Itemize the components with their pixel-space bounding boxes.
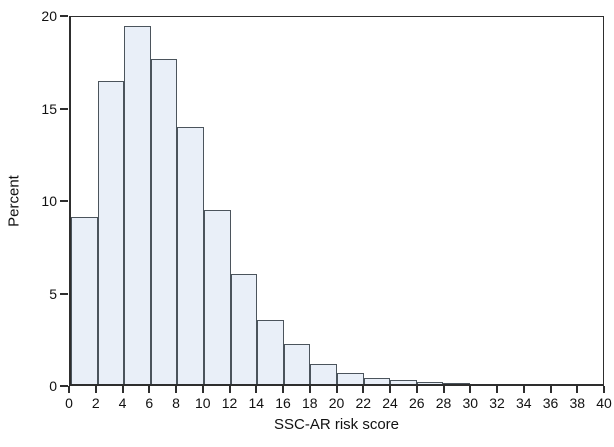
- x-tick-label: 32: [489, 395, 505, 411]
- y-tick-label: 10: [41, 193, 57, 209]
- y-axis-tick: [60, 107, 68, 110]
- plot-area: [69, 16, 604, 386]
- x-axis-tick: [282, 386, 284, 393]
- y-axis-tick: [60, 15, 68, 17]
- x-axis-tick: [148, 386, 151, 393]
- x-tick-label: 30: [462, 395, 479, 411]
- x-tick-label: 36: [542, 395, 559, 411]
- y-tick-label: 15: [41, 100, 57, 117]
- y-axis-tick: [60, 385, 68, 387]
- x-axis-tick: [415, 386, 418, 393]
- x-tick-label: 16: [275, 395, 291, 411]
- x-tick-label: 8: [172, 395, 180, 411]
- x-tick-label: 24: [382, 395, 398, 411]
- x-tick-label: 12: [221, 395, 238, 411]
- x-axis-tick: [389, 386, 391, 393]
- y-axis-tick: [60, 200, 68, 202]
- x-tick-label: 6: [145, 395, 154, 411]
- x-axis-tick: [175, 386, 177, 393]
- x-axis-tick: [94, 386, 97, 393]
- x-tick-label: 4: [118, 395, 127, 411]
- x-tick-label: 10: [194, 395, 211, 411]
- histogram-bar: [150, 59, 178, 384]
- histogram-bar: [363, 377, 391, 384]
- x-tick-label: 0: [65, 395, 73, 411]
- x-axis-tick: [308, 386, 311, 393]
- histogram-bar: [177, 127, 204, 384]
- histogram-bar: [337, 373, 364, 384]
- histogram-bar: [257, 319, 284, 384]
- histogram-bar: [71, 217, 98, 384]
- x-tick-label: 14: [248, 395, 265, 411]
- x-axis-tick: [603, 386, 605, 393]
- x-axis-tick: [335, 386, 338, 393]
- x-axis-tick: [201, 386, 204, 393]
- histogram-bar: [443, 383, 470, 384]
- x-axis-tick: [362, 386, 365, 393]
- y-axis-title: Percent: [5, 175, 23, 227]
- histogram-bar: [390, 380, 417, 384]
- histogram-bar: [97, 81, 125, 384]
- x-tick-label: 40: [596, 395, 612, 411]
- x-tick-label: 38: [569, 395, 586, 411]
- x-axis-tick: [228, 386, 231, 393]
- x-axis-tick: [442, 386, 445, 393]
- y-axis-tick: [60, 292, 68, 295]
- x-tick-label: 22: [355, 395, 372, 411]
- x-axis-tick: [496, 386, 498, 393]
- x-tick-label: 20: [328, 395, 345, 411]
- histogram-bar: [124, 26, 151, 384]
- x-axis-tick: [576, 386, 579, 393]
- x-axis-tick: [255, 386, 258, 393]
- histogram-bar: [310, 363, 337, 384]
- x-axis-tick: [68, 386, 70, 393]
- x-axis-tick: [469, 386, 472, 393]
- histogram-bar: [416, 382, 444, 384]
- x-tick-label: 2: [91, 395, 100, 411]
- histogram-bar: [230, 273, 258, 384]
- x-axis-tick: [549, 386, 552, 393]
- y-tick-label: 20: [41, 8, 57, 24]
- x-axis-tick: [121, 386, 124, 393]
- x-axis-title: SSC-AR risk score: [273, 416, 400, 433]
- y-tick-label: 0: [49, 378, 57, 394]
- x-axis-tick: [522, 386, 525, 393]
- x-tick-label: 18: [301, 395, 318, 411]
- histogram-bar: [204, 209, 231, 384]
- x-tick-label: 34: [515, 395, 532, 411]
- y-tick-label: 5: [49, 285, 57, 302]
- x-tick-label: 26: [408, 395, 425, 411]
- x-tick-label: 28: [435, 395, 452, 411]
- histogram-bar: [283, 343, 311, 384]
